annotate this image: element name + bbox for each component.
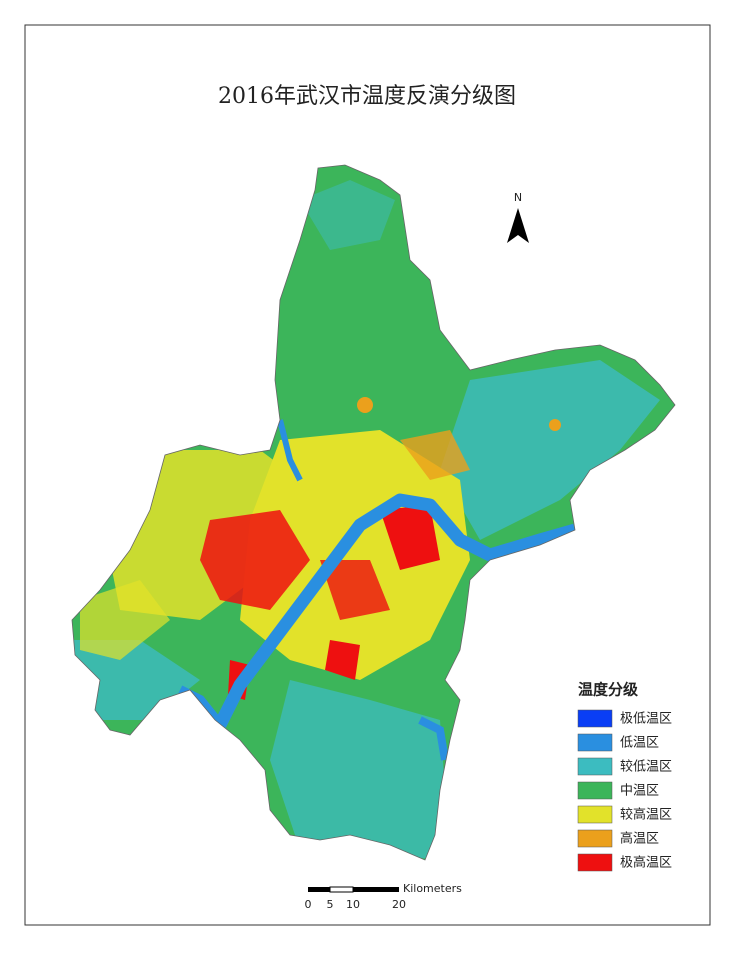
legend-label: 极高温区: [620, 855, 672, 871]
zone-patch: [440, 360, 660, 540]
zone-patch: [380, 505, 440, 570]
legend-swatch: [577, 709, 613, 728]
scale-segment: [353, 887, 399, 892]
zone-patch: [400, 430, 470, 480]
north-label: N: [514, 191, 522, 204]
lake: [418, 716, 449, 761]
legend-label: 较高温区: [620, 807, 672, 823]
legend-label: 高温区: [620, 831, 659, 847]
scale-bar: Kilometers 0 5 10 20: [305, 882, 463, 911]
map-title: 2016年武汉市温度反演分级图: [218, 84, 516, 109]
scale-label: 20: [392, 898, 406, 911]
legend-label: 较低温区: [620, 760, 672, 775]
north-arrow: N: [507, 191, 529, 243]
zone-patch: [200, 510, 310, 610]
river: [214, 493, 577, 728]
zone-patch: [357, 397, 373, 413]
legend-swatch: [577, 757, 613, 776]
scale-unit: Kilometers: [403, 882, 462, 895]
zone-patch: [549, 419, 561, 431]
north-arrow-icon: [507, 208, 529, 243]
scale-label: 0: [305, 898, 312, 911]
legend-swatch: [577, 853, 613, 872]
legend-label: 中温区: [620, 784, 659, 799]
zone-patch: [325, 640, 360, 680]
legend-swatch: [577, 805, 613, 824]
zone-patch: [320, 560, 390, 620]
scale-segment: [308, 887, 330, 892]
zone-patch: [270, 680, 450, 860]
scale-label: 10: [346, 898, 360, 911]
zone-patch: [300, 180, 395, 250]
scale-segment: [329, 886, 354, 893]
legend-label: 极低温区: [620, 712, 672, 727]
scale-label: 5: [327, 898, 334, 911]
legend-swatch: [577, 829, 613, 848]
zone-patch: [80, 580, 170, 660]
legend-swatch: [577, 781, 613, 800]
river: [277, 419, 303, 482]
legend-swatch: [577, 733, 613, 752]
legend-label: 低温区: [620, 736, 659, 751]
legend-title: 温度分级: [578, 681, 639, 699]
